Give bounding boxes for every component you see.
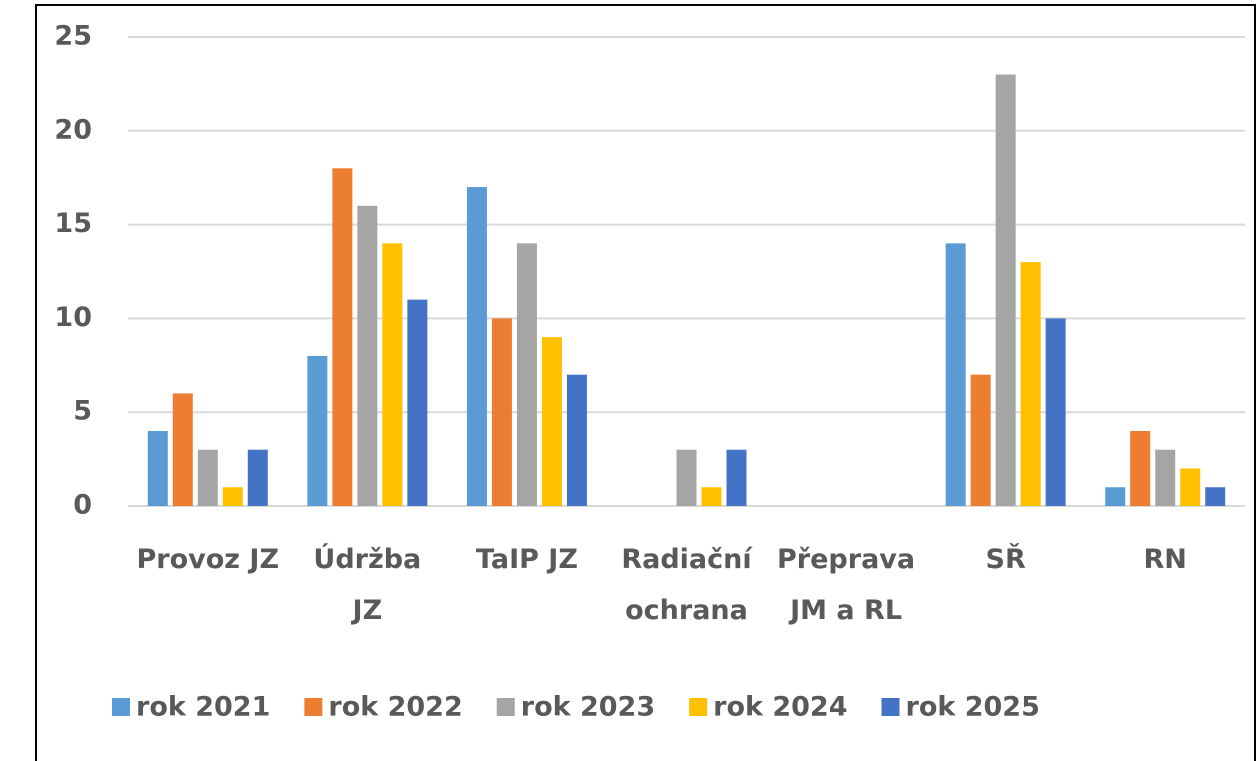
x-tick-label: TaIP JZ (476, 544, 578, 575)
bar (1105, 487, 1126, 506)
legend-swatch (496, 698, 515, 716)
bar (566, 374, 587, 506)
y-tick-label: 20 (54, 114, 92, 145)
x-tick-label-line: Provoz JZ (137, 544, 280, 575)
bar (516, 243, 537, 507)
legend-label: rok 2021 (136, 692, 270, 723)
bar (1045, 318, 1066, 506)
bar (466, 187, 487, 506)
x-tick-label-line: SŘ (986, 543, 1026, 575)
x-tick-label: Radiační ochrana (621, 544, 753, 626)
bar (197, 449, 218, 506)
bar (407, 299, 428, 506)
y-tick-label: 5 (73, 396, 92, 427)
x-tick-label-line: JZ (351, 595, 383, 626)
legend-label: rok 2025 (906, 692, 1040, 723)
bar (541, 337, 562, 506)
x-tick-label: SŘ (986, 543, 1026, 575)
x-tick-label: RN (1144, 544, 1187, 575)
bar (222, 487, 243, 506)
bar (995, 74, 1016, 507)
bar (1180, 468, 1201, 506)
y-tick-label: 10 (54, 302, 92, 333)
y-tick-label: 15 (54, 208, 92, 239)
bar (701, 487, 722, 506)
legend-label: rok 2024 (713, 692, 847, 723)
x-tick-label: Provoz JZ (137, 544, 280, 575)
y-tick-label: 0 (73, 490, 92, 521)
bar (1130, 430, 1151, 506)
bar (147, 430, 168, 506)
x-tick-label-line: TaIP JZ (476, 544, 578, 575)
bar (945, 243, 966, 507)
x-tick-label-line: JM a RL (788, 595, 902, 626)
x-tick-label-line: Údržba (313, 543, 421, 575)
bar (307, 355, 328, 506)
bar (1205, 487, 1226, 506)
bar (970, 374, 991, 506)
y-tick-label: 25 (54, 21, 92, 52)
bar (247, 449, 268, 506)
x-tick-label: Údržba JZ (313, 543, 421, 626)
chart-frame (35, 4, 1256, 761)
x-tick-label-line: Radiační (621, 544, 753, 575)
bar (357, 205, 378, 506)
bar (1155, 449, 1176, 506)
legend-swatch (112, 698, 130, 716)
bar (726, 449, 747, 506)
x-tick-label-line: ochrana (625, 595, 748, 626)
bar (382, 243, 403, 507)
bar (491, 318, 512, 506)
legend-swatch (304, 698, 323, 716)
bar (332, 168, 353, 506)
legend-label: rok 2022 (328, 692, 462, 723)
legend-label: rok 2023 (521, 692, 655, 723)
x-tick-label-line: RN (1144, 544, 1187, 575)
bar (676, 449, 697, 506)
bar (172, 393, 193, 506)
x-tick-label-line: Přeprava (777, 544, 915, 575)
legend-swatch (881, 698, 900, 716)
x-tick-label: Přeprava JM a RL (777, 544, 915, 626)
legend-swatch (689, 698, 708, 716)
bar (1020, 262, 1041, 506)
